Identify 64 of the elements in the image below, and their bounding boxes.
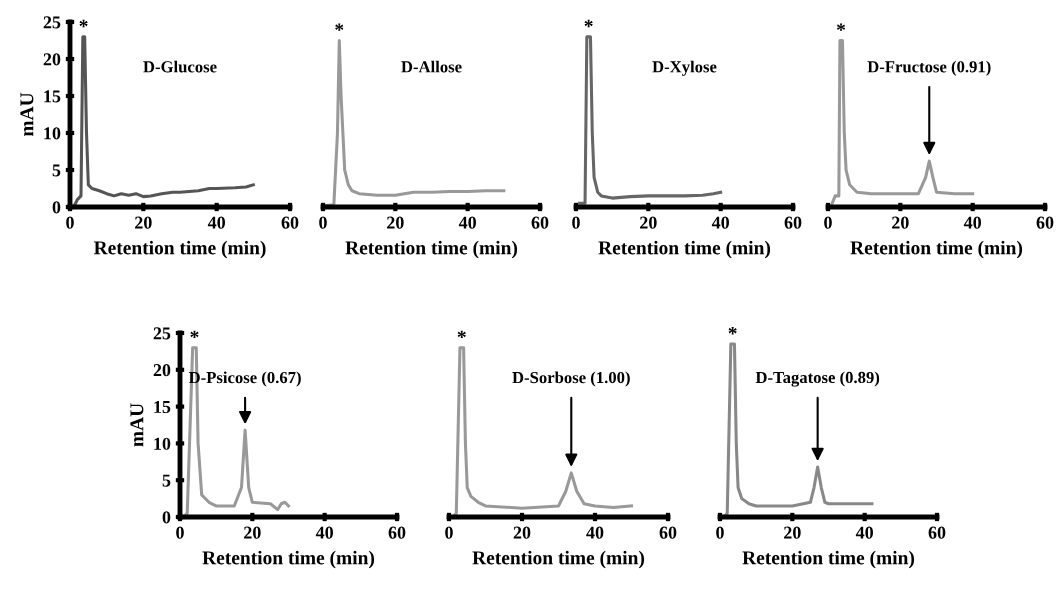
line-series — [72, 35, 255, 207]
x-tick-label: 40 — [711, 216, 730, 229]
annotation: D-Xylose — [652, 60, 717, 76]
x-tick-label: 60 — [928, 526, 946, 539]
x-tick-label: 0 — [572, 216, 580, 229]
annotation: * — [457, 330, 466, 339]
x-tick-label: 20 — [244, 526, 261, 539]
y-tick-label: 0 — [162, 511, 171, 524]
annotation: * — [728, 327, 737, 335]
x-axis-title: Retention time (min) — [742, 550, 915, 569]
y-tick-label: 10 — [44, 127, 61, 140]
x-tick-label: 40 — [458, 216, 477, 229]
x-tick-label: 0 — [824, 216, 832, 229]
annotation: * — [584, 19, 593, 28]
x-tick-label: 20 — [640, 216, 657, 229]
x-tick-label: 40 — [963, 216, 982, 229]
annotation: D-Allose — [401, 60, 462, 73]
annotation: D-Psicose (0.67) — [188, 371, 301, 387]
x-tick-label: 0 — [445, 526, 453, 539]
annotation: D-Glucose — [143, 60, 217, 73]
annotation: * — [190, 330, 199, 339]
x-tick-label: 60 — [388, 526, 406, 539]
x-axis-title: Retention time (min) — [202, 550, 375, 569]
x-tick-label: 20 — [387, 216, 404, 229]
x-tick-label: 0 — [716, 526, 724, 539]
x-tick-label: 40 — [586, 526, 604, 539]
x-tick-label: 0 — [319, 216, 327, 229]
x-tick-label: 20 — [135, 216, 152, 229]
x-tick-label: 20 — [892, 216, 909, 229]
x-tick-label: 0 — [66, 216, 74, 229]
y-axis-title: mAU — [130, 403, 144, 447]
y-tick-label: 5 — [52, 164, 61, 177]
x-tick-label: 60 — [531, 216, 549, 229]
y-tick-label: 20 — [43, 53, 61, 66]
x-tick-label: 40 — [315, 526, 334, 539]
x-tick-label: 0 — [176, 526, 184, 539]
x-tick-label: 40 — [855, 526, 874, 539]
x-axis-title: Retention time (min) — [598, 240, 771, 259]
x-tick-label: 60 — [784, 216, 802, 229]
y-tick-label: 0 — [52, 201, 61, 214]
x-tick-label: 60 — [659, 526, 677, 539]
x-tick-label: 20 — [784, 526, 801, 539]
y-tick-label: 10 — [154, 437, 171, 450]
y-tick-label: 15 — [44, 90, 61, 103]
y-tick-label: 20 — [153, 364, 171, 377]
y-tick-label: 25 — [153, 327, 171, 340]
annotation: D-Fructose (0.91) — [867, 60, 991, 76]
y-axis-title: mAU — [20, 92, 34, 137]
annotation: * — [79, 19, 88, 28]
x-axis-title: Retention time (min) — [472, 550, 645, 569]
x-axis-title: Retention time (min) — [345, 240, 518, 259]
y-tick-label: 5 — [162, 474, 171, 487]
x-tick-label: 60 — [281, 216, 299, 229]
x-tick-label: 20 — [513, 526, 531, 539]
annotation: D-Tagatose (0.89) — [755, 371, 880, 387]
annotation: D-Sorbose (1.00) — [512, 371, 630, 387]
y-tick-label: 15 — [154, 400, 171, 414]
annotation: * — [335, 23, 344, 31]
x-axis-title: Retention time (min) — [93, 240, 266, 259]
y-tick-label: 25 — [43, 16, 61, 29]
x-axis-title: Retention time (min) — [850, 240, 1023, 259]
x-tick-label: 60 — [1036, 216, 1054, 229]
annotation: * — [836, 23, 846, 31]
x-tick-label: 40 — [207, 216, 226, 229]
